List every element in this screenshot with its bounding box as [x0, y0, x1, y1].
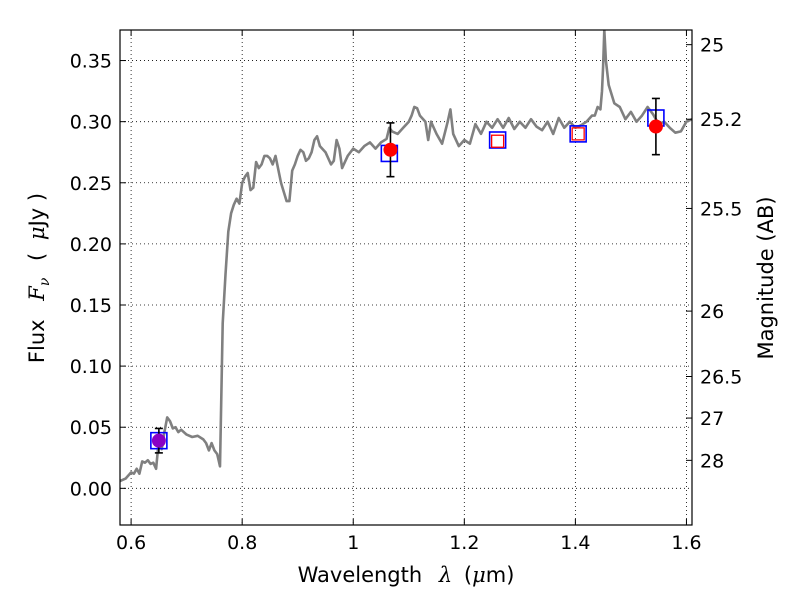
y-tick-label: 0.10: [70, 356, 112, 378]
axis-ticks: 0.6 0.8 1 1.2 1.4 1.6 0.00 0.05 0.10 0.15 0.20 0.25…: [70, 30, 742, 554]
x-axis-label-mu: μ: [472, 563, 486, 587]
y-axis-label-open: (: [25, 253, 49, 261]
plot-area: [120, 30, 692, 483]
x-axis-label: Wavelength λ (μm): [298, 563, 515, 587]
x-axis-label-open: (: [464, 563, 472, 587]
measured-flux-point: [383, 142, 398, 157]
y-tick-label: 0.00: [70, 478, 112, 500]
grid-lines: [120, 30, 692, 525]
right-tick-label: 25: [700, 35, 724, 57]
model-flux-small-square: [571, 127, 585, 141]
right-tick-label: 25.5: [700, 198, 742, 220]
y-tick-label: 0.35: [70, 51, 112, 73]
y-axis-label-subscript: ν: [37, 277, 53, 286]
y-axis-label-unit: Jy ): [25, 193, 49, 229]
y-tick-label: 0.20: [70, 234, 112, 256]
y-tick-label: 0.25: [70, 173, 112, 195]
x-axis-label-unit: m): [486, 563, 515, 587]
measured-flux-point: [648, 119, 663, 134]
y-axis-label-text: Flux: [25, 319, 49, 363]
model-flux-square: [569, 125, 587, 143]
x-axis-label-text: Wavelength: [298, 563, 423, 587]
right-tick-label: 26.5: [700, 367, 742, 389]
x-axis-label-symbol: λ: [438, 563, 452, 587]
model-flux-small-square: [490, 134, 505, 148]
right-tick-label: 28: [700, 450, 724, 472]
y-tick-label: 0.15: [70, 295, 112, 317]
right-axis-label: Magnitude (AB): [754, 196, 778, 359]
y-axis-label-symbol: F: [25, 285, 49, 302]
measured-flux-point: [151, 433, 166, 448]
x-tick-label: 0.8: [227, 532, 257, 554]
x-tick-label: 0.6: [116, 532, 146, 554]
right-tick-label: 27: [700, 408, 724, 430]
y-axis-label: Flux Fν ( μJy ): [25, 193, 54, 363]
y-tick-label: 0.05: [70, 417, 112, 439]
right-tick-label: 26: [700, 301, 724, 323]
plot-frame: [119, 29, 693, 526]
x-tick-label: 1.2: [449, 532, 479, 554]
model-flux-square: [488, 131, 507, 149]
y-axis-label-mu: μ: [25, 226, 49, 240]
x-tick-label: 1.4: [560, 532, 590, 554]
x-tick-label: 1.6: [671, 532, 701, 554]
x-tick-label: 1: [347, 532, 359, 554]
y-tick-label: 0.30: [70, 112, 112, 134]
right-tick-label: 25.2: [700, 109, 742, 131]
spectrum-line: [120, 30, 692, 483]
